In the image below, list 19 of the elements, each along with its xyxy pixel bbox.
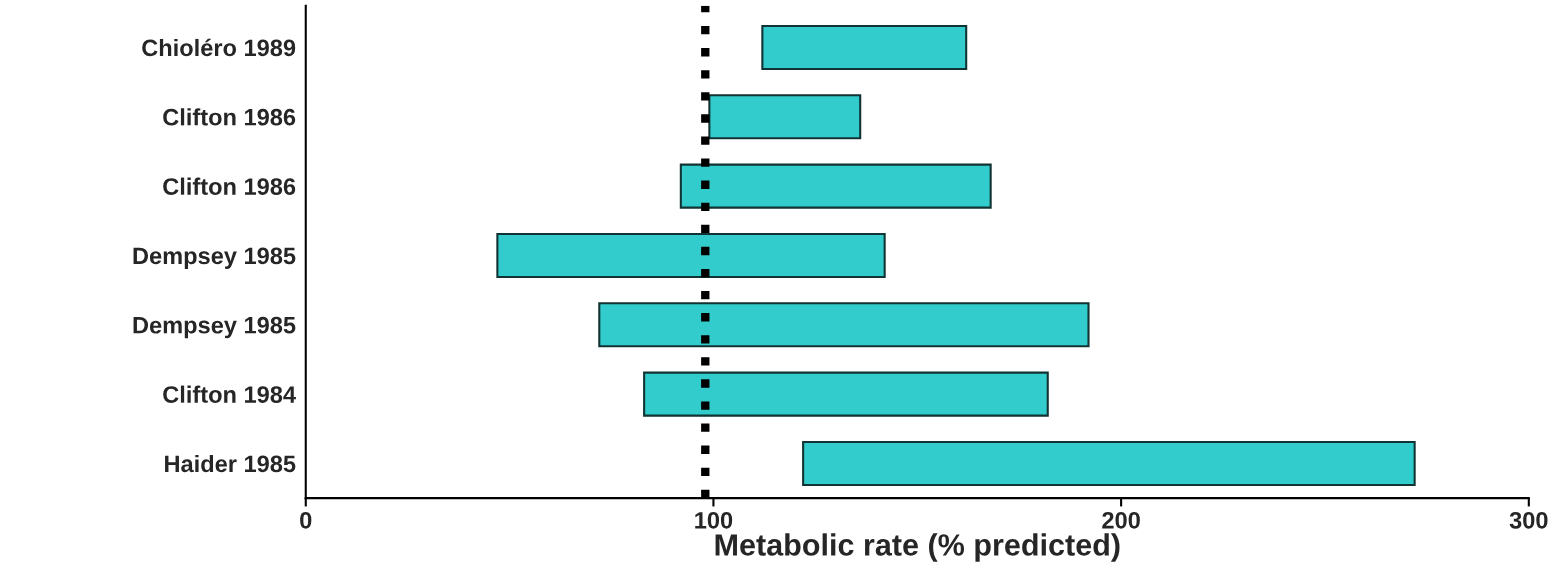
y-tick-label: Clifton 1984 bbox=[163, 385, 296, 403]
x-tick-label: 100 bbox=[695, 511, 733, 529]
y-tick-label: Clifton 1986 bbox=[163, 108, 296, 126]
x-tick-label: 300 bbox=[1509, 511, 1548, 529]
y-tick-label: Dempsey 1985 bbox=[133, 247, 296, 269]
x-tick-label: 0 bbox=[300, 511, 312, 529]
bar bbox=[643, 371, 1049, 417]
bar bbox=[802, 440, 1416, 486]
bar bbox=[496, 232, 886, 278]
y-tick-label: Chioléro 1989 bbox=[142, 38, 296, 57]
x-axis-title: Metabolic rate (% predicted) bbox=[715, 533, 1120, 562]
bar bbox=[598, 302, 1090, 348]
bar bbox=[761, 24, 968, 70]
bar bbox=[679, 163, 992, 209]
bar bbox=[708, 94, 862, 140]
y-tick-label: Clifton 1986 bbox=[163, 177, 296, 195]
x-tick-label: 200 bbox=[1102, 511, 1140, 529]
y-tick-label: Haider 1985 bbox=[165, 454, 296, 473]
y-tick-label: Dempsey 1985 bbox=[133, 316, 296, 339]
